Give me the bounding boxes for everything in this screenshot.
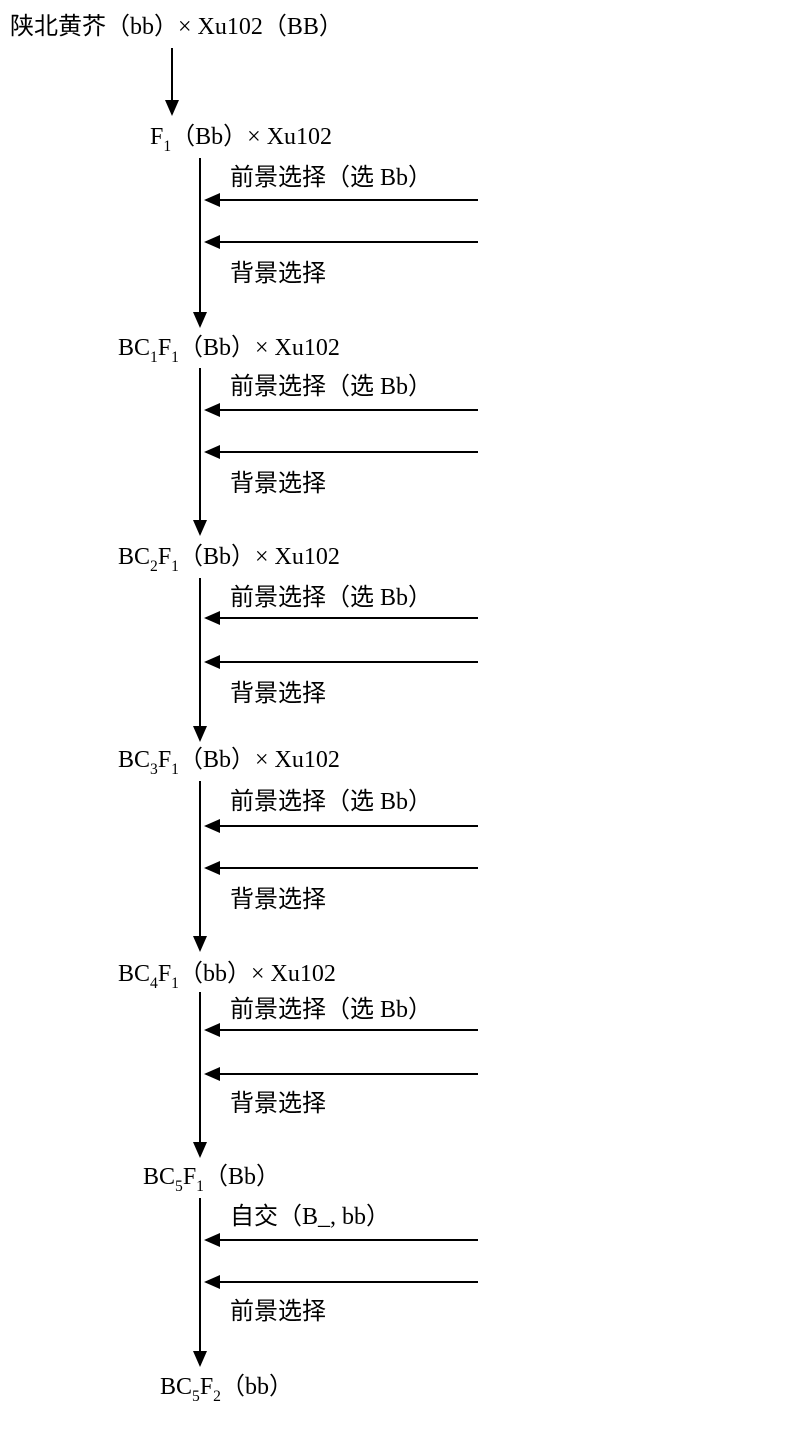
selection-label: 前景选择（选 Bb） xyxy=(230,586,432,610)
selection-label: 背景选择 xyxy=(230,472,326,496)
selection-label: 前景选择（选 Bb） xyxy=(230,790,432,814)
selection-label: 背景选择 xyxy=(230,682,326,706)
selection-label: 背景选择 xyxy=(230,1092,326,1116)
generation-node: BC3F1（Bb）× Xu102 xyxy=(118,748,340,776)
selection-label: 前景选择（选 Bb） xyxy=(230,998,432,1022)
generation-node: F1（Bb）× Xu102 xyxy=(150,125,332,153)
generation-node: 陕北黄芥（bb）× Xu102（BB） xyxy=(10,15,343,39)
selection-label: 背景选择 xyxy=(230,262,326,286)
generation-node: BC2F1（Bb）× Xu102 xyxy=(118,545,340,573)
breeding-flowchart: 陕北黄芥（bb）× Xu102（BB） F1（Bb）× Xu102 BC1F1（Bb… xyxy=(0,0,800,1434)
selection-label: 前景选择（选 Bb） xyxy=(230,375,432,399)
selection-label: 前景选择（选 Bb） xyxy=(230,166,432,190)
selection-label: 背景选择 xyxy=(230,888,326,912)
generation-node: BC4F1（bb）× Xu102 xyxy=(118,962,336,990)
selection-label: 自交（B_, bb） xyxy=(230,1205,390,1229)
selection-label: 前景选择 xyxy=(230,1300,326,1324)
generation-node: BC5F1（Bb） xyxy=(143,1165,280,1193)
arrows-layer xyxy=(0,0,800,1434)
generation-node: BC1F1（Bb）× Xu102 xyxy=(118,336,340,364)
generation-node: BC5F2（bb） xyxy=(160,1375,293,1403)
